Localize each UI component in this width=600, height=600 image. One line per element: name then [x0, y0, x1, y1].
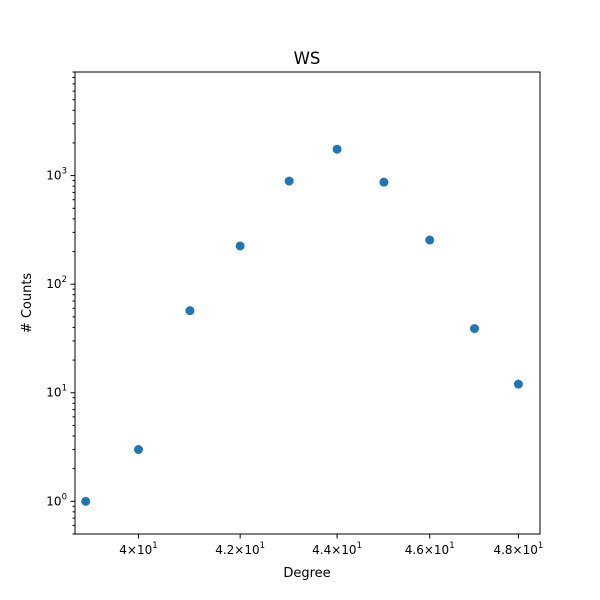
- y-axis-ticks: 100 101 102 103: [46, 167, 75, 508]
- data-points: [81, 144, 523, 506]
- data-point: [81, 496, 91, 506]
- data-point: [379, 177, 389, 187]
- data-point: [133, 445, 143, 455]
- data-point: [332, 144, 342, 154]
- data-point: [185, 306, 195, 316]
- y-tick-label: 103: [46, 167, 67, 183]
- data-point: [284, 176, 294, 186]
- data-point: [235, 241, 245, 251]
- x-axis-ticks: 4×101 4.2×101 4.4×101 4.6×101 4.8×101: [119, 534, 543, 557]
- chart-title: WS: [294, 49, 321, 68]
- x-tick-label: 4×101: [119, 541, 157, 557]
- data-point: [513, 379, 523, 389]
- y-tick-label: 102: [46, 275, 67, 291]
- data-point: [425, 235, 435, 245]
- y-tick-label: 101: [46, 384, 67, 400]
- plot-frame: [74, 71, 541, 535]
- y-tick-label: 100: [46, 492, 67, 508]
- x-tick-label: 4.6×101: [405, 541, 455, 557]
- x-tick-label: 4.2×101: [215, 541, 265, 557]
- x-axis-label: Degree: [283, 566, 330, 581]
- data-point: [470, 324, 480, 334]
- x-tick-label: 4.8×101: [493, 541, 543, 557]
- y-axis-label: # Counts: [20, 273, 35, 334]
- x-tick-label: 4.4×101: [312, 541, 362, 557]
